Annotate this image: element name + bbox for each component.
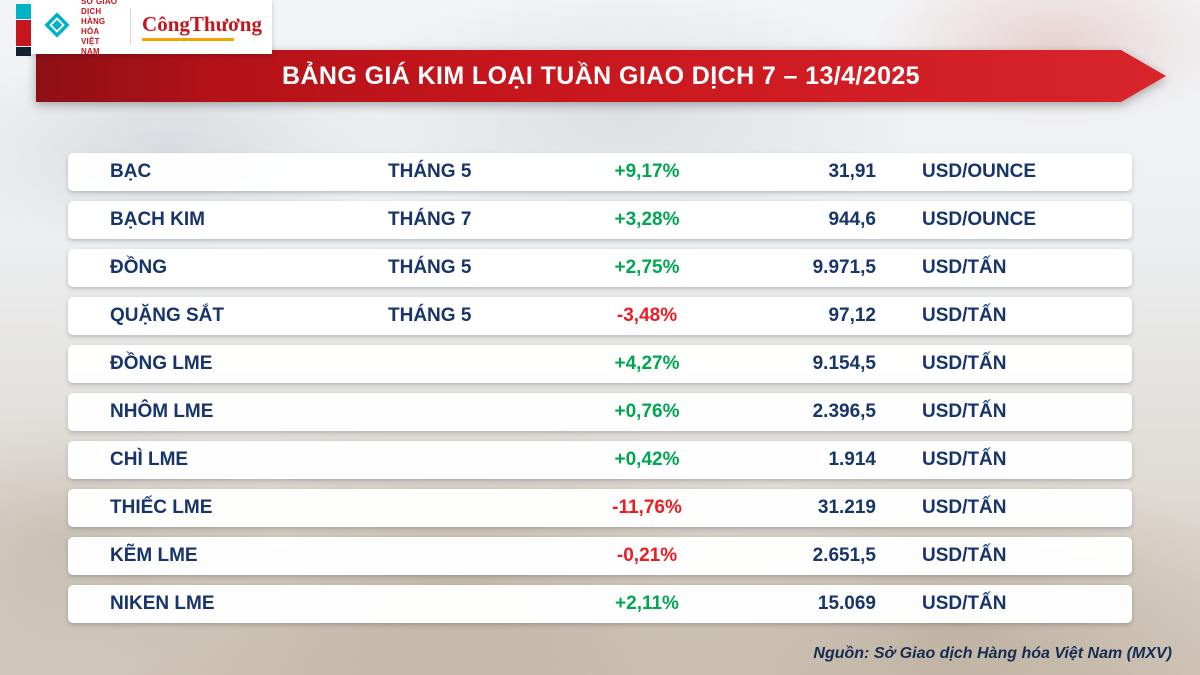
metal-name: QUẶNG SẮT xyxy=(110,305,224,326)
change-percent: -3,48% xyxy=(616,305,678,326)
change-percent: +0,76% xyxy=(614,401,680,422)
metal-name: BẠCH KIM xyxy=(110,209,205,230)
change-percent: +4,27% xyxy=(614,353,680,374)
congthuong-logo: CôngThương xyxy=(142,11,262,41)
contract-month: THÁNG 5 xyxy=(388,161,472,182)
price-value: 97,12 xyxy=(828,305,876,326)
logo-divider xyxy=(130,9,132,45)
table-row: BẠC THÁNG 5 +9,17% 31,91 USD/OUNCE xyxy=(68,153,1132,191)
metal-name: ĐỒNG xyxy=(110,257,167,278)
price-value: 1.914 xyxy=(828,449,876,470)
source-note: Nguồn: Sở Giao dịch Hàng hóa Việt Nam (M… xyxy=(813,645,1172,662)
price-unit: USD/TẤN xyxy=(922,305,1007,326)
title-banner: BẢNG GIÁ KIM LOẠI TUẦN GIAO DỊCH 7 – 13/… xyxy=(36,50,1166,102)
corner-accent-stripes xyxy=(16,4,32,56)
metal-name: KẼM LME xyxy=(110,545,198,566)
price-unit: USD/OUNCE xyxy=(922,209,1037,230)
contract-month: THÁNG 5 xyxy=(388,305,472,326)
accent-stripe-dark xyxy=(16,47,31,56)
metal-name: NIKEN LME xyxy=(110,593,215,614)
table-row: BẠCH KIM THÁNG 7 +3,28% 944,6 USD/OUNCE xyxy=(68,201,1132,239)
metal-name: THIẾC LME xyxy=(110,497,213,518)
price-value: 2.651,5 xyxy=(812,545,876,566)
mxv-logo-line3: VIỆT NAM xyxy=(81,37,100,56)
price-unit: USD/TẤN xyxy=(922,545,1007,566)
price-unit: USD/TẤN xyxy=(922,449,1007,470)
price-unit: USD/TẤN xyxy=(922,593,1007,614)
contract-month: THÁNG 7 xyxy=(388,209,472,230)
table-row: NHÔM LME +0,76% 2.396,5 USD/TẤN xyxy=(68,393,1132,431)
contract-month: THÁNG 5 xyxy=(388,257,472,278)
page-title: BẢNG GIÁ KIM LOẠI TUẦN GIAO DỊCH 7 – 13/… xyxy=(282,61,920,90)
metal-name: CHÌ LME xyxy=(110,449,189,470)
table-row: THIẾC LME -11,76% 31.219 USD/TẤN xyxy=(68,489,1132,527)
change-percent: +0,42% xyxy=(614,449,680,470)
metal-name: BẠC xyxy=(110,161,152,182)
price-value: 31.219 xyxy=(817,497,876,518)
table-row: KẼM LME -0,21% 2.651,5 USD/TẤN xyxy=(68,537,1132,575)
price-table: BẠC THÁNG 5 +9,17% 31,91 USD/OUNCE BẠCH … xyxy=(68,153,1132,633)
congthuong-logo-text: CôngThương xyxy=(142,11,262,36)
accent-stripe-red xyxy=(16,20,31,46)
change-percent: +2,75% xyxy=(614,257,680,278)
price-unit: USD/OUNCE xyxy=(922,161,1037,182)
price-unit: USD/TẤN xyxy=(922,257,1007,278)
change-percent: +3,28% xyxy=(614,209,680,230)
change-percent: +9,17% xyxy=(614,161,680,182)
mxv-logo-icon xyxy=(40,8,74,47)
price-value: 15.069 xyxy=(817,593,876,614)
price-unit: USD/TẤN xyxy=(922,401,1007,422)
congthuong-underline xyxy=(142,37,235,41)
price-value: 9.971,5 xyxy=(812,257,876,278)
price-value: 9.154,5 xyxy=(812,353,876,374)
metal-name: ĐỒNG LME xyxy=(110,353,213,374)
title-banner-ribbon: BẢNG GIÁ KIM LOẠI TUẦN GIAO DỊCH 7 – 13/… xyxy=(36,50,1166,102)
change-percent: -0,21% xyxy=(616,545,678,566)
price-unit: USD/TẤN xyxy=(922,497,1007,518)
mxv-logo-line2: HÀNG HÓA xyxy=(81,17,106,36)
price-value: 31,91 xyxy=(828,161,876,182)
change-percent: -11,76% xyxy=(612,497,682,518)
price-value: 2.396,5 xyxy=(812,401,876,422)
table-row: CHÌ LME +0,42% 1.914 USD/TẤN xyxy=(68,441,1132,479)
metal-name: NHÔM LME xyxy=(110,401,214,422)
change-percent: +2,11% xyxy=(615,593,679,614)
price-unit: USD/TẤN xyxy=(922,353,1007,374)
header-logo-panel: SỞ GIAO DỊCH HÀNG HÓA VIỆT NAM CôngThươn… xyxy=(30,0,272,57)
table-row: ĐỒNG LME +4,27% 9.154,5 USD/TẤN xyxy=(68,345,1132,383)
table-row: ĐỒNG THÁNG 5 +2,75% 9.971,5 USD/TẤN xyxy=(68,249,1132,287)
price-value: 944,6 xyxy=(828,209,876,230)
mxv-logo-text: SỞ GIAO DỊCH HÀNG HÓA VIỆT NAM xyxy=(81,0,119,57)
table-row: QUẶNG SẮT THÁNG 5 -3,48% 97,12 USD/TẤN xyxy=(68,297,1132,335)
mxv-logo-line1: SỞ GIAO DỊCH xyxy=(81,0,118,16)
table-row: NIKEN LME +2,11% 15.069 USD/TẤN xyxy=(68,585,1132,623)
accent-stripe-cyan xyxy=(16,4,31,19)
